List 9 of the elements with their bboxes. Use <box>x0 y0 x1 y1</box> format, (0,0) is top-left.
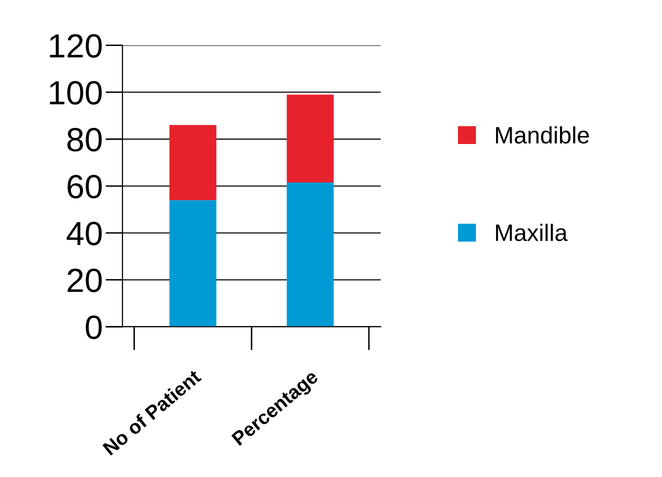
y-tick-label: 80 <box>67 128 102 152</box>
y-tick-label: 120 <box>50 34 102 58</box>
y-tick-label: 0 <box>86 316 102 340</box>
y-tick-label: 20 <box>68 268 102 292</box>
y-tick-label: 40 <box>66 222 102 246</box>
legend-label: Mandible <box>496 126 589 144</box>
legend-label: Maxilla <box>496 224 568 242</box>
y-tick-label: 60 <box>68 174 102 198</box>
y-tick-label: 100 <box>50 81 102 105</box>
